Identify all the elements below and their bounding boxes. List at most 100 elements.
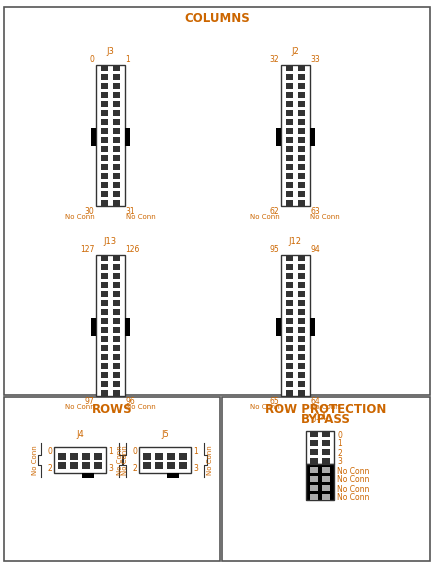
Bar xyxy=(286,345,293,351)
Bar xyxy=(101,318,108,324)
Bar xyxy=(101,92,108,98)
Bar xyxy=(112,191,119,197)
Bar xyxy=(297,119,305,125)
Bar xyxy=(286,74,293,80)
Bar xyxy=(112,65,119,71)
Bar xyxy=(297,137,305,143)
Bar xyxy=(179,453,187,460)
Bar xyxy=(322,431,330,437)
Bar xyxy=(101,372,108,378)
Bar xyxy=(112,327,119,333)
Text: 65: 65 xyxy=(270,397,279,406)
Bar xyxy=(95,65,125,206)
Bar xyxy=(310,493,318,499)
Bar xyxy=(306,431,334,463)
Bar xyxy=(112,182,119,188)
Bar xyxy=(286,318,293,324)
Bar xyxy=(58,453,66,460)
Bar xyxy=(297,327,305,333)
Bar xyxy=(101,336,108,342)
Bar xyxy=(101,327,108,333)
Text: 3: 3 xyxy=(193,464,198,473)
Bar xyxy=(322,485,330,490)
Bar xyxy=(112,273,119,279)
Bar xyxy=(112,300,119,306)
Bar xyxy=(286,291,293,297)
Text: No Conn: No Conn xyxy=(65,404,95,410)
Bar xyxy=(112,128,119,134)
Text: No Conn: No Conn xyxy=(117,445,123,475)
Text: BYPASS: BYPASS xyxy=(301,413,351,426)
Bar xyxy=(297,390,305,396)
Text: 0: 0 xyxy=(132,447,137,456)
Bar xyxy=(112,354,119,360)
Bar xyxy=(322,449,330,454)
Text: No Conn: No Conn xyxy=(250,214,279,220)
Bar xyxy=(94,462,102,469)
Text: 1: 1 xyxy=(108,447,113,456)
Text: 1: 1 xyxy=(193,447,198,456)
Bar xyxy=(297,128,305,134)
Text: No Conn: No Conn xyxy=(337,493,369,502)
Bar xyxy=(280,65,309,206)
Text: ROWS: ROWS xyxy=(92,403,132,416)
Text: 97: 97 xyxy=(85,397,95,406)
Bar xyxy=(101,128,108,134)
Bar xyxy=(112,291,119,297)
Bar xyxy=(322,440,330,445)
Bar xyxy=(297,155,305,161)
Bar xyxy=(101,155,108,161)
Bar xyxy=(112,318,119,324)
Bar xyxy=(297,318,305,324)
Bar xyxy=(297,101,305,107)
Bar xyxy=(155,462,163,469)
Bar xyxy=(101,390,108,396)
Bar xyxy=(54,447,106,473)
Bar xyxy=(4,397,220,561)
Bar xyxy=(112,336,119,342)
Bar xyxy=(297,164,305,170)
Bar xyxy=(297,372,305,378)
Bar xyxy=(297,282,305,288)
Bar xyxy=(112,200,119,206)
Text: 33: 33 xyxy=(310,55,320,64)
Bar xyxy=(297,264,305,270)
Bar xyxy=(297,146,305,152)
Text: 0: 0 xyxy=(90,55,95,64)
Bar xyxy=(70,462,78,469)
Bar xyxy=(112,110,119,116)
Text: J2: J2 xyxy=(291,47,299,56)
Bar xyxy=(297,336,305,342)
Bar xyxy=(286,101,293,107)
Bar xyxy=(112,345,119,351)
Bar xyxy=(101,74,108,80)
Bar xyxy=(297,273,305,279)
Bar xyxy=(286,146,293,152)
Text: J12: J12 xyxy=(289,237,302,246)
Bar xyxy=(112,119,119,125)
Text: 126: 126 xyxy=(125,245,140,254)
Bar xyxy=(297,200,305,206)
Bar xyxy=(286,354,293,360)
Text: COLUMNS: COLUMNS xyxy=(184,12,250,25)
Bar xyxy=(101,363,108,369)
Bar xyxy=(95,255,125,396)
Bar xyxy=(112,164,119,170)
Bar xyxy=(286,282,293,288)
Bar xyxy=(101,255,108,261)
Text: 63: 63 xyxy=(310,207,320,216)
Bar xyxy=(286,372,293,378)
Bar xyxy=(112,74,119,80)
Bar xyxy=(101,137,108,143)
Bar xyxy=(297,345,305,351)
Bar xyxy=(297,309,305,315)
Bar xyxy=(101,65,108,71)
Bar xyxy=(94,453,102,460)
Bar xyxy=(112,137,119,143)
Text: 64: 64 xyxy=(310,397,320,406)
Bar xyxy=(112,390,119,396)
Bar xyxy=(297,363,305,369)
Text: J13: J13 xyxy=(103,237,117,246)
Bar xyxy=(82,462,90,469)
Text: No Conn: No Conn xyxy=(250,404,279,410)
